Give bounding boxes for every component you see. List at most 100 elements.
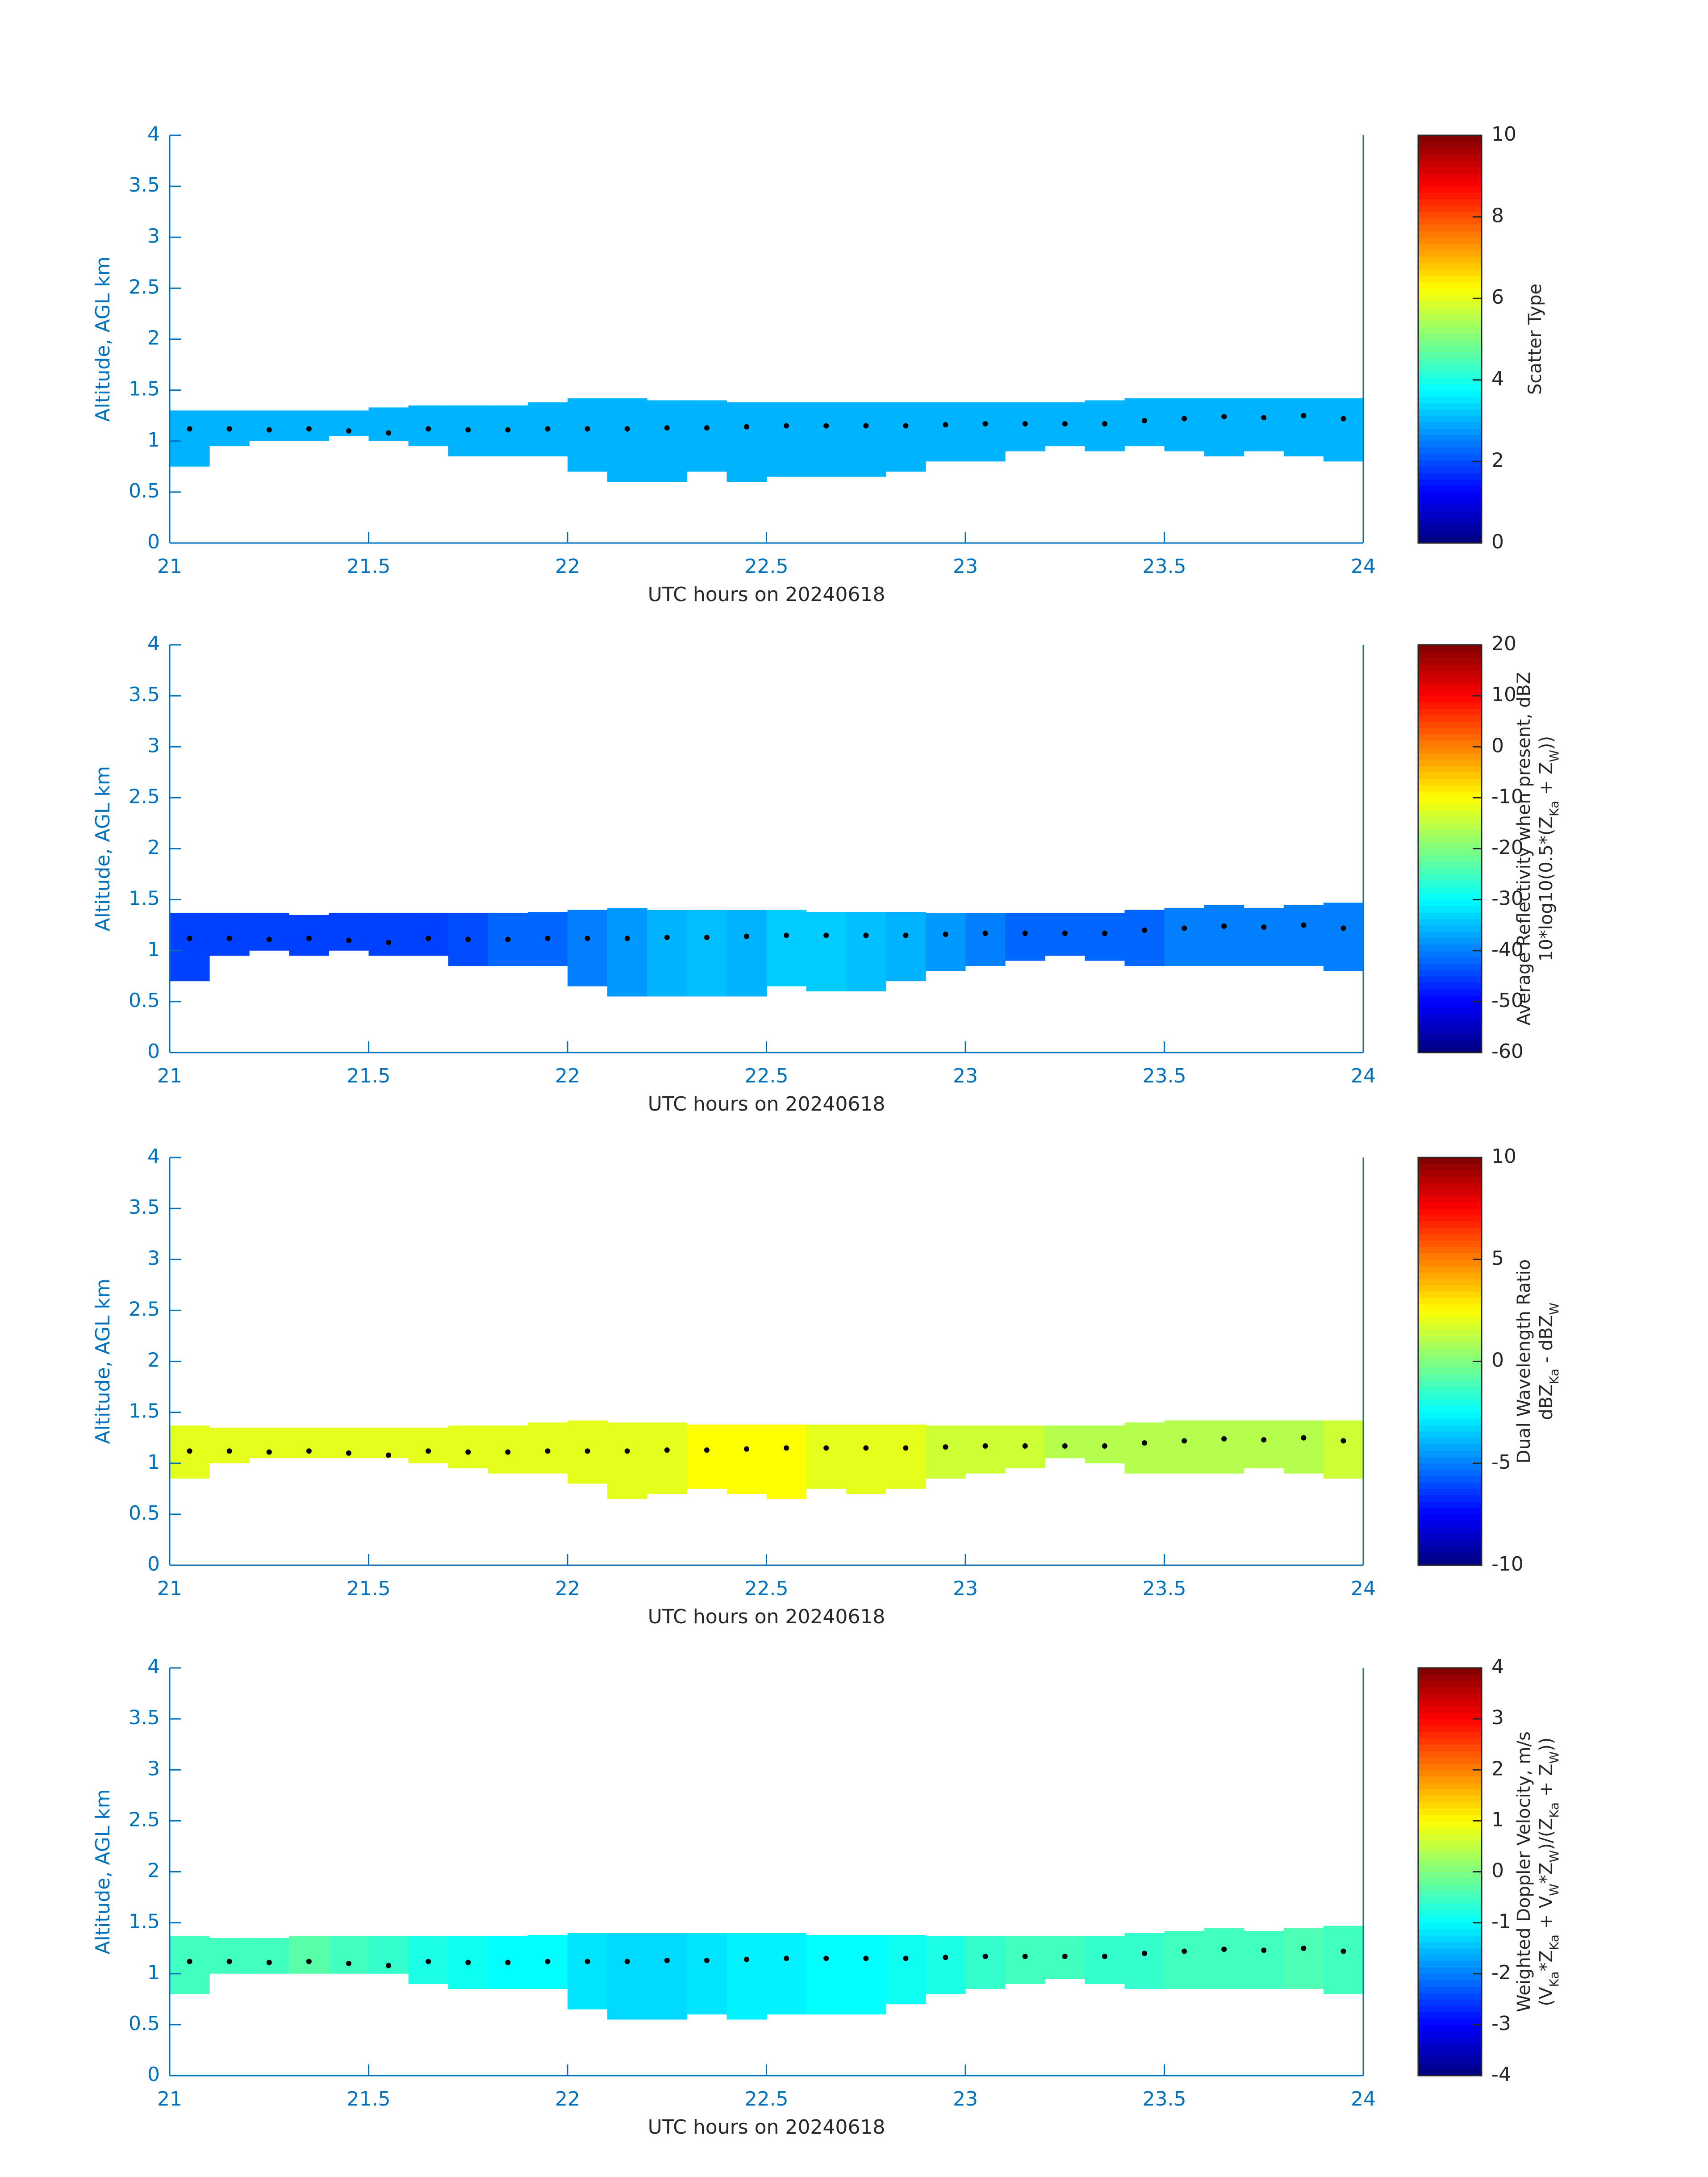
- colorbar-swatch: [1418, 1437, 1482, 1445]
- layer-dot: [1301, 1945, 1307, 1951]
- colorbar-swatch: [1418, 944, 1482, 951]
- colorbar-tick-label: 1: [1491, 1808, 1504, 1831]
- colorbar-swatch: [1418, 263, 1482, 270]
- colorbar-swatch: [1418, 950, 1482, 957]
- layer-dot: [346, 1450, 351, 1456]
- colorbar-swatch: [1418, 810, 1482, 817]
- colorbar-swatch: [1418, 1846, 1482, 1853]
- colorbar-swatch: [1418, 645, 1482, 652]
- colorbar-swatch: [1418, 1380, 1482, 1387]
- layer-dot: [306, 1959, 312, 1964]
- colorbar-swatch: [1418, 817, 1482, 824]
- colorbar-swatch: [1418, 963, 1482, 970]
- colorbar-swatch: [1418, 1425, 1482, 1432]
- colorbar-swatch: [1418, 364, 1482, 372]
- cell-column: [727, 402, 767, 482]
- colorbar-swatch: [1418, 409, 1482, 416]
- colorbar-label-part: W: [1547, 1850, 1562, 1863]
- colorbar-swatch: [1418, 1020, 1482, 1028]
- colorbar-swatch: [1418, 1501, 1482, 1508]
- y-tick-label: 3: [147, 1757, 160, 1780]
- colorbar-swatch: [1418, 2006, 1482, 2012]
- cell-column: [1283, 398, 1324, 456]
- colorbar-swatch: [1418, 1208, 1482, 1215]
- colorbar-swatch: [1418, 2037, 1482, 2044]
- cell-column: [408, 913, 449, 956]
- y-tick-label: 2.5: [129, 785, 160, 808]
- y-axis-label: Altitude, AGL km: [92, 256, 114, 422]
- colorbar-swatch: [1418, 1776, 1482, 1783]
- layer-dot: [903, 423, 909, 429]
- layer-dot: [624, 936, 630, 941]
- colorbar-swatch: [1418, 250, 1482, 257]
- colorbar-swatch: [1418, 307, 1482, 314]
- colorbar-tick-label: -50: [1491, 989, 1524, 1012]
- colorbar-label-part: dBZ: [1536, 1384, 1557, 1420]
- colorbar-swatch: [1418, 371, 1482, 378]
- layer-dot: [386, 1963, 392, 1968]
- cell-column: [846, 912, 886, 992]
- colorbar-swatch: [1418, 1891, 1482, 1898]
- colorbar-label-part: *Z: [1536, 1863, 1557, 1884]
- y-tick-label: 4: [147, 123, 160, 146]
- colorbar-swatch: [1418, 1457, 1482, 1464]
- layer-dot: [1102, 1953, 1107, 1959]
- colorbar-swatch: [1418, 1878, 1482, 1885]
- layer-dot: [187, 936, 192, 941]
- cell-column: [1283, 1420, 1324, 1474]
- colorbar-swatch: [1418, 1040, 1482, 1047]
- colorbar-swatch: [1418, 1865, 1482, 1872]
- cell-column: [527, 1422, 568, 1474]
- colorbar-swatch: [1418, 333, 1482, 340]
- layer-dot: [903, 1956, 909, 1961]
- colorbar-swatch: [1418, 135, 1482, 142]
- colorbar-swatch: [1418, 1559, 1482, 1566]
- x-tick-label: 23: [953, 1065, 978, 1087]
- colorbar-swatch: [1418, 1942, 1482, 1949]
- colorbar-swatch: [1418, 1476, 1482, 1483]
- colorbar-label-part: *Z: [1536, 1950, 1557, 1971]
- cell-column: [329, 913, 369, 951]
- colorbar-label-part: W: [1547, 750, 1562, 762]
- cell-column: [289, 1936, 329, 1974]
- layer-dot: [664, 935, 670, 940]
- y-tick-label: 2.5: [129, 276, 160, 298]
- colorbar-swatch: [1418, 1706, 1482, 1713]
- cell-column: [885, 912, 926, 982]
- colorbar-label-part: Average Reflectivity when present, dBZ: [1514, 672, 1534, 1025]
- x-tick-label: 22.5: [745, 1577, 789, 1600]
- colorbar-tick-label: 4: [1491, 368, 1504, 390]
- layer-dot: [545, 1448, 551, 1454]
- colorbar-tick-label: -1: [1491, 1910, 1511, 1933]
- layer-dot: [1141, 418, 1147, 424]
- colorbar-swatch: [1418, 1291, 1482, 1298]
- colorbar-label-part: W: [1547, 1303, 1562, 1315]
- colorbar-swatch: [1418, 912, 1482, 919]
- colorbar-swatch: [1418, 435, 1482, 442]
- cell-column: [766, 1425, 807, 1499]
- y-tick-label: 2.5: [129, 1298, 160, 1320]
- colorbar-swatch: [1418, 2069, 1482, 2076]
- layer-dot: [704, 1958, 710, 1964]
- layer-dot: [1341, 416, 1346, 422]
- colorbar-swatch: [1418, 1482, 1482, 1489]
- colorbar-swatch: [1418, 1240, 1482, 1247]
- colorbar-swatch: [1418, 1763, 1482, 1770]
- colorbar-swatch: [1418, 1348, 1482, 1355]
- colorbar-swatch: [1418, 1712, 1482, 1719]
- colorbar-swatch: [1418, 727, 1482, 735]
- cell-column: [925, 1425, 966, 1479]
- layer-dot: [1221, 414, 1227, 419]
- colorbar-swatch: [1418, 498, 1482, 506]
- layer-dot: [346, 1960, 351, 1966]
- colorbar-swatch: [1418, 868, 1482, 875]
- colorbar-swatch: [1418, 1033, 1482, 1040]
- layer-dot: [545, 1959, 551, 1964]
- y-tick-label: 1.5: [129, 378, 160, 401]
- colorbar-swatch: [1418, 320, 1482, 327]
- colorbar-tick-label: -10: [1491, 1553, 1524, 1575]
- colorbar-swatch: [1418, 396, 1482, 403]
- colorbar-swatch: [1418, 1770, 1482, 1777]
- layer-dot: [386, 1452, 392, 1458]
- colorbar-swatch: [1418, 925, 1482, 932]
